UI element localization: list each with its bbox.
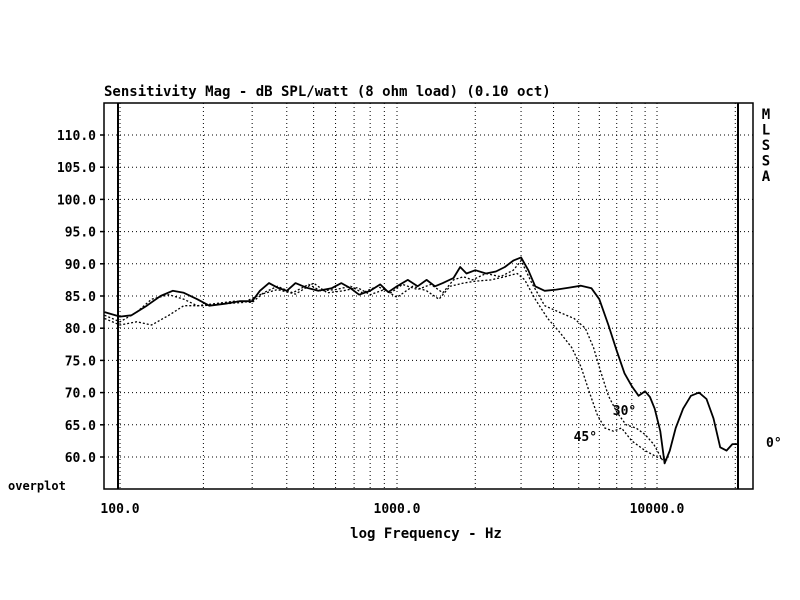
angle-label: 45°: [574, 430, 597, 445]
x-tick-label: 100.0: [100, 502, 139, 517]
chart-title: Sensitivity Mag - dB SPL/watt (8 ohm loa…: [104, 84, 551, 100]
x-axis-label: log Frequency - Hz: [350, 526, 502, 542]
y-tick-label: 100.0: [57, 193, 96, 208]
side-label-letter: S: [762, 154, 770, 170]
y-axis-tick-labels: 110.0 105.0 100.0 95.0 90.0 85.0 80.0 75.0 70.0 6…: [57, 129, 96, 466]
series-group: [104, 256, 738, 465]
y-tick-label: 80.0: [65, 322, 96, 337]
y-tick-label: 95.0: [65, 226, 96, 241]
plot-grid: [104, 103, 753, 489]
y-tick-label: 85.0: [65, 290, 96, 305]
side-label-letter: A: [762, 169, 771, 185]
y-tick-label: 90.0: [65, 258, 96, 273]
y-tick-label: 70.0: [65, 387, 96, 402]
y-tick-label: 65.0: [65, 419, 96, 434]
angle-annotations: 0° 30° 45°: [574, 404, 782, 451]
overplot-label: overplot: [8, 479, 66, 493]
angle-label: 30°: [613, 404, 636, 419]
x-axis-tick-labels: 100.0 1000.0 10000.0: [100, 502, 684, 517]
y-tick-label: 60.0: [65, 451, 96, 466]
side-label-letter: M: [762, 107, 770, 123]
plot-frame: [100, 102, 754, 490]
side-label-letter: L: [762, 123, 770, 139]
x-tick-label: 1000.0: [374, 502, 421, 517]
y-tick-label: 75.0: [65, 354, 96, 369]
series-line-2: [104, 259, 664, 461]
x-tick-label: 10000.0: [630, 502, 685, 517]
y-tick-label: 110.0: [57, 129, 96, 144]
side-label-letter: S: [762, 138, 770, 154]
angle-label: 0°: [766, 436, 782, 451]
series-line-3: [104, 272, 668, 461]
y-tick-label: 105.0: [57, 161, 96, 176]
